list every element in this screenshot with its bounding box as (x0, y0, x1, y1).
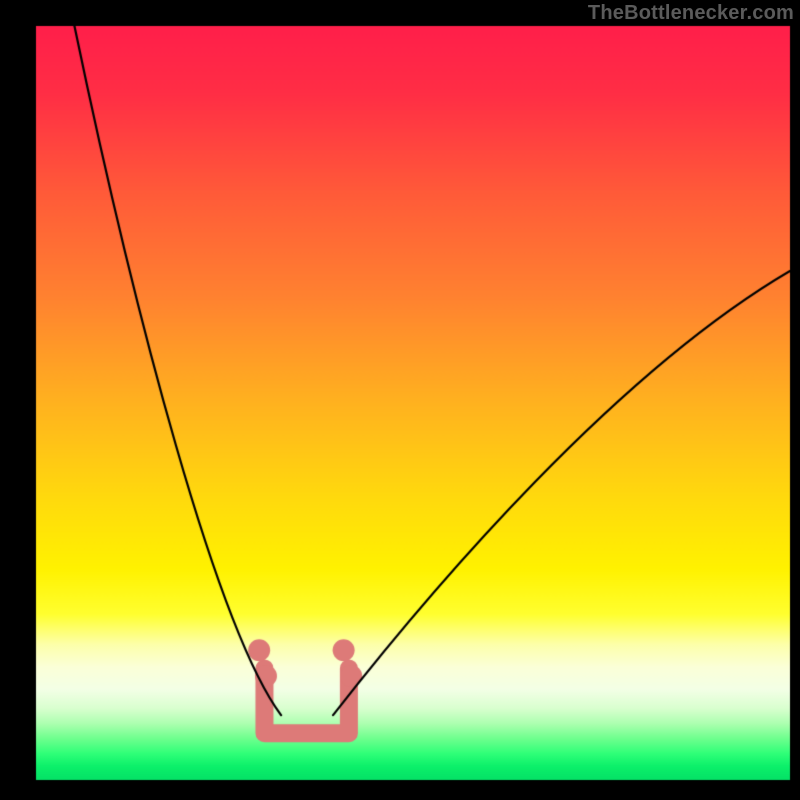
chart-container: TheBottlenecker.com (0, 0, 800, 800)
watermark-text: TheBottlenecker.com (588, 2, 794, 25)
bottleneck-chart-canvas (0, 0, 800, 800)
